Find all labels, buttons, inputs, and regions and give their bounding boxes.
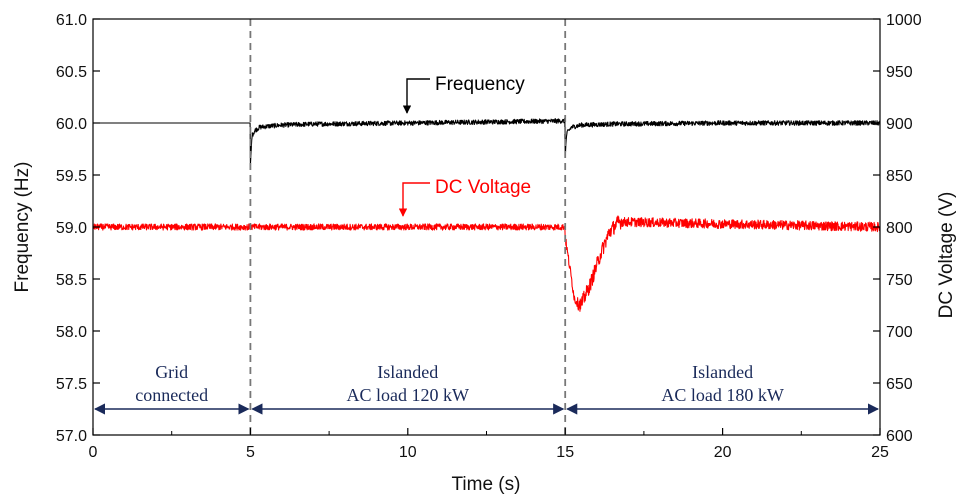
x-tick-label: 20	[714, 444, 732, 461]
series-layer	[93, 118, 880, 312]
left-tick-label: 59.0	[56, 220, 87, 237]
right-tick-label: 850	[886, 168, 913, 185]
left-axis-ticks: 57.0 57.5 58.0 58.5 59.0 59.5 60.0 60.5 61.0	[56, 12, 100, 445]
left-tick-label: 60.5	[56, 64, 87, 81]
phase-label-line1: Grid	[155, 362, 188, 382]
left-tick-label: 59.5	[56, 168, 87, 185]
x-axis-ticks: 0 5 10 15 20 25	[89, 428, 889, 461]
x-tick-label: 10	[399, 444, 417, 461]
left-tick-label: 58.5	[56, 272, 87, 289]
left-tick-label: 58.0	[56, 324, 87, 341]
right-axis-title: DC Voltage (V)	[936, 192, 957, 319]
phase-annotations: Grid connected Islanded AC load 120 kW Islan…	[93, 362, 880, 415]
phase-label-line2: AC load 180 kW	[661, 385, 783, 405]
right-axis-ticks: 600 650 700 750 800 850 900 950 1000	[873, 12, 922, 445]
event-lines	[249, 19, 567, 435]
right-tick-label: 750	[886, 272, 913, 289]
left-tick-label: 61.0	[56, 12, 87, 29]
right-tick-label: 900	[886, 116, 913, 133]
series-dc-voltage	[93, 215, 880, 312]
phase-label-line2: connected	[135, 385, 208, 405]
x-tick-label: 25	[871, 444, 889, 461]
frequency-annotation-arrow	[402, 78, 430, 114]
right-tick-label: 650	[886, 376, 913, 393]
right-tick-label: 700	[886, 324, 913, 341]
series-line-frequency	[93, 118, 880, 166]
x-axis-title: Time (s)	[452, 474, 521, 495]
phase-label-line1: Islanded	[692, 362, 753, 382]
dc-voltage-annotation-arrow	[398, 182, 430, 217]
right-tick-label: 800	[886, 220, 913, 237]
dc-voltage-annotation-label: DC Voltage	[435, 177, 531, 198]
series-frequency	[93, 118, 880, 167]
phase-label-line1: Islanded	[377, 362, 438, 382]
left-axis-title: Frequency (Hz)	[12, 162, 33, 293]
phase-label-line2: AC load 120 kW	[347, 385, 469, 405]
frequency-annotation-label: Frequency	[435, 74, 525, 95]
right-tick-label: 600	[886, 428, 913, 445]
left-tick-label: 57.5	[56, 376, 87, 393]
left-tick-label: 60.0	[56, 116, 87, 133]
annotations: Frequency DC Voltage	[398, 74, 531, 217]
x-tick-label: 15	[556, 444, 574, 461]
right-tick-label: 1000	[886, 12, 922, 29]
right-tick-label: 950	[886, 64, 913, 81]
series-line-dc-voltage	[93, 215, 880, 312]
left-tick-label: 57.0	[56, 428, 87, 445]
x-tick-label: 0	[89, 444, 98, 461]
x-tick-label: 5	[246, 444, 255, 461]
